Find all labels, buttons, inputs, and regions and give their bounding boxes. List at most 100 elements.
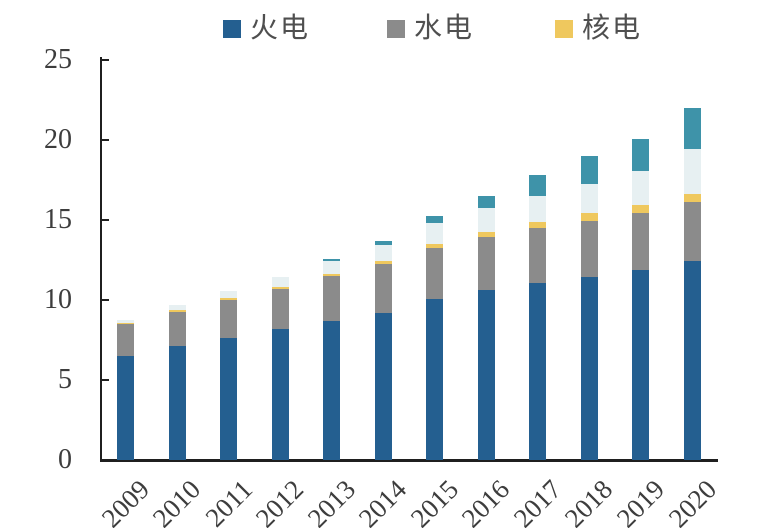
legend-label-nuclear: 核电	[582, 13, 643, 44]
bar-segment-wind	[220, 290, 238, 299]
y-axis-label-5: 5	[58, 364, 72, 395]
x-axis-label-2017: 2017	[507, 474, 568, 528]
bar-segment-nuclear	[529, 222, 547, 229]
bar-segment-nuclear	[477, 231, 495, 238]
bar-2015	[426, 215, 444, 460]
legend-swatch-nuclear-icon	[555, 20, 573, 38]
y-tick-0	[101, 459, 109, 461]
bar-segment-wind	[374, 245, 392, 261]
bar-segment-solar	[632, 138, 650, 172]
bar-2012	[271, 277, 289, 460]
bar-segment-hydro	[117, 324, 134, 356]
bar-segment-wind	[632, 171, 650, 205]
y-axis-line	[100, 57, 102, 461]
bar-segment-nuclear	[271, 287, 289, 290]
bar-segment-nuclear	[426, 243, 444, 248]
y-tick-20	[101, 139, 109, 141]
bar-segment-thermal	[271, 328, 289, 460]
bar-segment-wind	[529, 196, 547, 223]
bar-segment-wind	[271, 277, 289, 288]
x-axis-label-2015: 2015	[404, 474, 464, 528]
legend-label-hydro: 水电	[414, 13, 475, 44]
bar-segment-hydro	[529, 228, 547, 284]
x-axis-label-2014: 2014	[353, 474, 413, 528]
y-axis-label-15: 15	[44, 204, 72, 235]
bar-segment-nuclear	[580, 213, 598, 221]
bar-segment-thermal	[632, 269, 650, 460]
bar-segment-hydro	[426, 247, 444, 300]
bar-segment-hydro	[477, 237, 495, 291]
bar-segment-wind	[477, 207, 495, 232]
bar-2011	[220, 290, 238, 460]
bar-segment-thermal	[426, 299, 444, 460]
bar-2020	[683, 108, 701, 460]
legend-swatch-hydro-icon	[387, 20, 405, 38]
legend-item-hydro: 水电	[387, 14, 474, 44]
y-tick-15	[101, 219, 109, 221]
x-axis-label-2019: 2019	[610, 474, 671, 528]
bar-segment-hydro	[323, 276, 341, 321]
y-tick-10	[101, 299, 109, 301]
bar-segment-hydro	[580, 220, 598, 277]
y-tick-5	[101, 379, 109, 381]
bar-segment-hydro	[632, 212, 650, 270]
bar-segment-hydro	[271, 289, 289, 329]
bar-segment-solar	[323, 258, 341, 262]
bar-segment-nuclear	[168, 310, 186, 312]
bar-segment-nuclear	[220, 298, 238, 301]
bar-segment-wind	[323, 261, 341, 274]
legend-item-nuclear: 核电	[555, 14, 642, 44]
bar-segment-thermal	[477, 290, 495, 460]
bar-segment-thermal	[529, 283, 547, 460]
legend-swatch-thermal-icon	[223, 20, 241, 38]
legend-label-thermal: 火电	[250, 13, 311, 44]
bar-segment-solar	[477, 195, 495, 208]
bar-segment-thermal	[323, 320, 341, 460]
bar-2009	[117, 320, 134, 460]
bar-2014	[374, 241, 392, 460]
legend-item-thermal: 火电	[223, 14, 310, 44]
bar-segment-thermal	[117, 355, 134, 460]
bar-segment-thermal	[683, 260, 701, 460]
bar-2013	[323, 258, 341, 460]
y-axis-label-20: 20	[44, 124, 72, 155]
bar-segment-hydro	[220, 300, 238, 338]
bar-segment-solar	[683, 108, 701, 149]
bar-segment-nuclear	[323, 273, 341, 277]
bar-segment-solar	[426, 215, 444, 223]
bar-segment-hydro	[683, 201, 701, 261]
x-axis-label-2018: 2018	[559, 474, 619, 528]
bar-segment-thermal	[374, 312, 392, 460]
x-axis-label-2011: 2011	[199, 474, 258, 528]
x-axis-line	[100, 459, 718, 462]
y-axis-label-10: 10	[44, 284, 72, 315]
bar-segment-nuclear	[683, 193, 701, 202]
y-axis-label-0: 0	[58, 444, 72, 475]
bar-segment-hydro	[374, 263, 392, 313]
bar-2010	[168, 305, 186, 460]
bar-segment-solar	[374, 241, 392, 246]
bar-2017	[529, 175, 547, 460]
bar-2019	[632, 138, 650, 460]
legend: 火电 水电 核电	[0, 0, 760, 52]
y-tick-25	[101, 59, 109, 61]
bar-segment-thermal	[168, 346, 186, 460]
x-axis-label-2013: 2013	[301, 474, 361, 528]
bar-segment-solar	[580, 156, 598, 185]
bar-segment-wind	[117, 320, 134, 323]
bar-segment-wind	[168, 305, 186, 311]
x-axis-label-2016: 2016	[456, 474, 516, 528]
bar-segment-solar	[529, 175, 547, 197]
bar-segment-hydro	[168, 311, 186, 347]
bar-segment-thermal	[220, 337, 238, 460]
bar-2018	[580, 156, 598, 460]
bar-segment-nuclear	[632, 204, 650, 213]
x-axis-label-2020: 2020	[662, 474, 722, 528]
x-axis-label-2009: 2009	[95, 474, 155, 528]
bar-segment-wind	[426, 222, 444, 244]
x-axis-label-2012: 2012	[249, 474, 310, 528]
bar-segment-nuclear	[374, 260, 392, 264]
x-axis-label-2010: 2010	[146, 474, 207, 528]
bar-segment-wind	[683, 148, 701, 194]
